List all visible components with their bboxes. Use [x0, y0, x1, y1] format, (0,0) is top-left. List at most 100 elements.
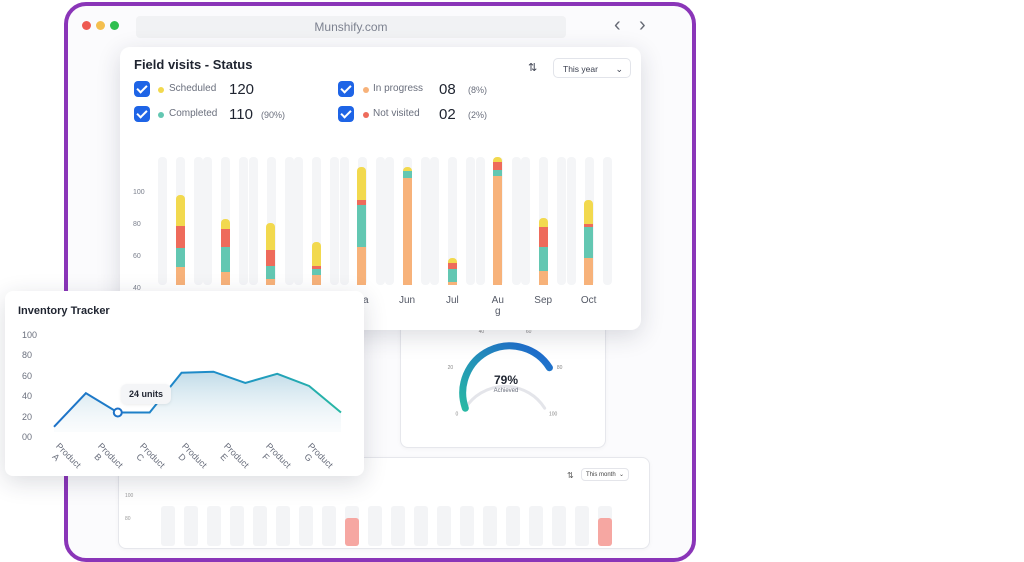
inventory-area: [54, 371, 341, 432]
field-visits-card: Field visits - Status ⇅ This year ⌄ Sche…: [120, 47, 641, 330]
bar-segment-not-visited[interactable]: [493, 161, 503, 170]
gauge-tick: 60: [526, 329, 532, 335]
background-bar: [239, 157, 249, 285]
period-select[interactable]: This month ⌄: [581, 468, 629, 481]
bar-segment-scheduled[interactable]: [266, 222, 276, 250]
background-bar: [203, 157, 213, 285]
sort-icon[interactable]: ⇅: [528, 62, 538, 74]
bar-segment-in-progress[interactable]: [584, 257, 594, 285]
background-bar: [276, 506, 290, 546]
y-tick: 20: [22, 411, 33, 422]
bar-segment-completed[interactable]: [357, 205, 367, 247]
y-tick: 00: [22, 432, 33, 442]
bar-segment-scheduled[interactable]: [220, 219, 230, 229]
inventory-chart: 100 80 60 40 20 00 Product A Product B Product C…: [5, 291, 364, 476]
y-tick: 80: [133, 221, 141, 228]
bar-segment-not-visited[interactable]: [220, 229, 230, 247]
bar-segment-completed[interactable]: [311, 269, 321, 276]
chevron-down-icon: ⌄: [615, 64, 623, 74]
checkbox-in-progress[interactable]: [338, 81, 354, 97]
bar-segment-in-progress[interactable]: [220, 272, 230, 285]
bar-segment-completed[interactable]: [493, 169, 503, 177]
background-bar: [566, 157, 576, 285]
background-bar: [575, 506, 589, 546]
bar-segment-scheduled[interactable]: [447, 257, 457, 263]
bar-segment-not-visited[interactable]: [311, 265, 321, 269]
bar-segment-completed[interactable]: [538, 246, 548, 271]
bar-segment-in-progress[interactable]: [447, 281, 457, 285]
chevron-right-icon[interactable]: ›: [639, 14, 646, 36]
gauge-tick: 0: [455, 412, 458, 418]
background-bar: [557, 157, 567, 285]
bar-segment-in-progress[interactable]: [175, 267, 185, 285]
bar-segment-in-progress[interactable]: [357, 246, 367, 285]
maximize-window-icon[interactable]: [110, 21, 119, 30]
x-tick-label: Jul: [445, 295, 459, 306]
period-select-value: This year: [563, 64, 598, 74]
background-bar: [483, 506, 497, 546]
bar-segment-scheduled[interactable]: [538, 217, 548, 228]
background-bar: [466, 157, 476, 285]
bar-segment-completed[interactable]: [175, 248, 185, 268]
background-bar: [248, 157, 258, 285]
background-bar: [184, 506, 198, 546]
bar-segment-completed[interactable]: [447, 269, 457, 282]
legend-dot: [363, 87, 369, 93]
bar-segment-in-progress[interactable]: [538, 270, 548, 285]
line-chart-svg: [53, 370, 342, 432]
highlight-point[interactable]: [112, 407, 123, 418]
y-tick: 60: [133, 253, 141, 260]
bar-segment-completed[interactable]: [402, 171, 412, 178]
checkbox-completed[interactable]: [134, 106, 150, 122]
bar-segment-not-visited[interactable]: [357, 200, 367, 205]
bar-segment-scheduled[interactable]: [402, 166, 412, 172]
x-tick-label: Oct: [580, 295, 597, 306]
bar-segment-not-visited[interactable]: [175, 225, 185, 249]
bar-segment-scheduled[interactable]: [584, 200, 594, 225]
bar-segment-not-visited[interactable]: [538, 227, 548, 247]
card-title: Inventory Tracker: [18, 305, 110, 317]
bar-segment-completed[interactable]: [266, 265, 276, 279]
background-bar: [284, 157, 294, 285]
address-bar[interactable]: Munshify.com: [136, 16, 566, 38]
minimize-window-icon[interactable]: [96, 21, 105, 30]
bar-segment-in-progress[interactable]: [402, 177, 412, 285]
close-window-icon[interactable]: [82, 21, 91, 30]
legend-dot: [158, 112, 164, 118]
background-bar: [158, 157, 167, 285]
inventory-line: [53, 370, 342, 428]
legend-value: 02: [439, 106, 456, 123]
background-bar: [529, 506, 543, 546]
legend-label: Not visited: [373, 108, 420, 119]
bar-segment-scheduled[interactable]: [311, 241, 321, 266]
y-tick: 60: [22, 370, 33, 381]
background-bar: [475, 157, 485, 285]
chevron-left-icon[interactable]: ‹: [614, 14, 621, 36]
checkbox-scheduled[interactable]: [134, 81, 150, 97]
bar-segment-in-progress[interactable]: [311, 275, 321, 285]
bar-segment-scheduled[interactable]: [357, 166, 367, 201]
bar-segment-in-progress[interactable]: [266, 278, 276, 285]
background-bar: [430, 157, 440, 285]
bar-segment-scheduled[interactable]: [175, 195, 185, 226]
sort-icon[interactable]: ⇅: [567, 471, 574, 480]
bar-segment-not-visited[interactable]: [584, 224, 594, 228]
bar-segment-not-visited[interactable]: [266, 249, 276, 266]
period-select[interactable]: This year ⌄: [553, 58, 631, 78]
bar-segment-not-visited[interactable]: [447, 262, 457, 269]
background-bar: [552, 506, 566, 546]
legend-value: 110: [229, 106, 253, 123]
bar-segment-completed[interactable]: [584, 227, 594, 258]
bar-segment-scheduled[interactable]: [493, 157, 503, 162]
bar-segment-in-progress[interactable]: [493, 176, 503, 285]
legend-label: In progress: [373, 83, 424, 94]
background-bar: [161, 506, 175, 546]
card-title: Field visits - Status: [134, 57, 253, 72]
background-bar: [421, 157, 430, 285]
legend-label: Completed: [169, 108, 218, 119]
legend-value: 120: [229, 81, 255, 98]
checkbox-not-visited[interactable]: [338, 106, 354, 122]
bar-segment-completed[interactable]: [220, 246, 230, 273]
background-bar: [521, 157, 531, 285]
background-bar: [414, 506, 428, 546]
